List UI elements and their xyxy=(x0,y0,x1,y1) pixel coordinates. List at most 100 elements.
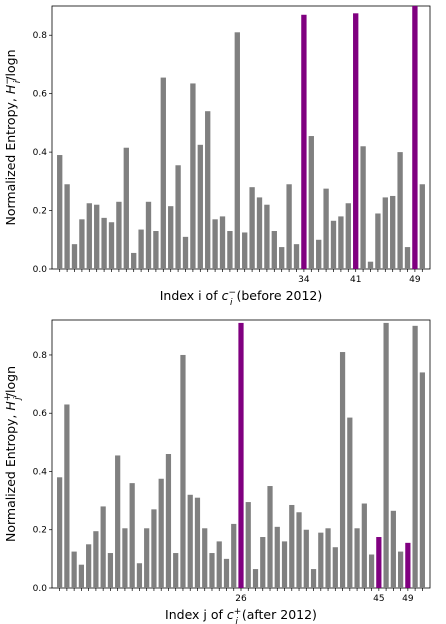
bar xyxy=(101,217,107,269)
bar xyxy=(286,184,292,269)
bar xyxy=(160,77,166,269)
y-tick-label: 0.4 xyxy=(33,467,48,477)
bar xyxy=(136,563,143,588)
bar xyxy=(64,184,70,269)
bar xyxy=(404,247,411,269)
bar xyxy=(158,478,164,588)
plot-frame xyxy=(51,5,431,270)
bar xyxy=(419,372,425,588)
x-tick-label: 34 xyxy=(298,275,310,285)
bar xyxy=(86,203,92,269)
bar xyxy=(260,537,266,588)
bar xyxy=(368,554,375,588)
bar xyxy=(308,136,314,269)
bar xyxy=(354,528,360,588)
bar xyxy=(296,512,302,588)
y-tick-label: 0.4 xyxy=(33,148,48,158)
y-tick-label: 0.0 xyxy=(33,265,48,275)
bar xyxy=(93,531,99,588)
bar xyxy=(138,229,144,269)
bar xyxy=(338,216,344,269)
bar xyxy=(383,322,389,588)
bar-highlight xyxy=(238,322,244,588)
bar xyxy=(190,83,196,269)
bar xyxy=(289,504,295,588)
y-tick-label: 0.0 xyxy=(33,584,48,594)
y-tick-label: 0.8 xyxy=(33,31,48,41)
bar xyxy=(271,231,277,269)
bar xyxy=(144,528,150,588)
bar xyxy=(323,188,329,269)
bar xyxy=(131,252,137,269)
bar xyxy=(129,483,135,588)
bar xyxy=(264,204,270,269)
bar xyxy=(223,558,230,588)
bar xyxy=(100,506,106,588)
bar xyxy=(71,244,78,269)
bar xyxy=(279,247,285,269)
bar xyxy=(194,497,201,588)
bar xyxy=(180,354,186,588)
bar xyxy=(202,528,208,588)
bar xyxy=(153,231,159,269)
bar xyxy=(281,541,288,588)
bar-series xyxy=(57,322,425,588)
bar xyxy=(209,553,215,588)
y-tick-label: 0.6 xyxy=(33,90,48,100)
x-tick-label: 49 xyxy=(409,275,421,285)
bar xyxy=(145,201,152,269)
bar xyxy=(86,544,92,588)
bar xyxy=(310,569,317,588)
bar xyxy=(187,494,193,588)
bar-highlight xyxy=(405,542,411,588)
bar xyxy=(116,201,122,269)
y-axis: 0.0 0.2 0.4 0.6 0.8 xyxy=(33,351,52,594)
bar xyxy=(71,551,77,588)
bar xyxy=(361,503,367,588)
bar-series xyxy=(57,6,425,270)
bar-highlight xyxy=(412,6,418,269)
bar xyxy=(231,523,237,588)
bar xyxy=(360,146,366,269)
bar xyxy=(345,203,351,269)
bar xyxy=(347,417,353,588)
x-tick-label: 26 xyxy=(235,594,247,604)
bar xyxy=(390,510,396,588)
bar xyxy=(123,147,129,269)
bar xyxy=(390,195,396,269)
x-axis-label: Index j of c+ j (after 2012) xyxy=(165,607,317,624)
bar xyxy=(367,261,374,269)
bar xyxy=(107,553,114,588)
bar xyxy=(316,239,322,269)
y-tick-label: 0.2 xyxy=(33,207,47,217)
bar xyxy=(318,532,324,588)
bar-highlight xyxy=(301,14,307,269)
bar xyxy=(252,569,259,588)
bar xyxy=(197,144,203,269)
bar xyxy=(165,454,172,588)
y-tick-label: 0.8 xyxy=(33,351,48,361)
bar xyxy=(375,213,381,269)
bar xyxy=(397,152,403,269)
bar xyxy=(256,197,263,269)
bar xyxy=(293,244,300,269)
bar-highlight xyxy=(353,13,359,270)
entropy-chart-after-2012: 0.0 0.2 0.4 0.6 0.8 26 45 49 Normalized Entrop… xyxy=(3,319,431,624)
bar xyxy=(78,564,84,588)
bar xyxy=(419,184,425,269)
bar xyxy=(242,232,248,269)
x-axis: 26 45 49 xyxy=(59,588,423,604)
bar xyxy=(274,526,280,588)
y-axis: 0.0 0.2 0.4 0.6 0.8 xyxy=(33,31,52,275)
bar xyxy=(339,352,346,588)
bar xyxy=(94,204,100,269)
bar xyxy=(175,165,181,269)
bar xyxy=(212,219,218,269)
bar xyxy=(219,216,226,269)
bar xyxy=(412,325,418,588)
bar xyxy=(57,155,63,269)
y-tick-label: 0.2 xyxy=(33,526,47,536)
bar xyxy=(57,477,63,588)
bar xyxy=(182,236,189,269)
x-axis-label: Index i of c− i (before 2012) xyxy=(160,288,323,308)
